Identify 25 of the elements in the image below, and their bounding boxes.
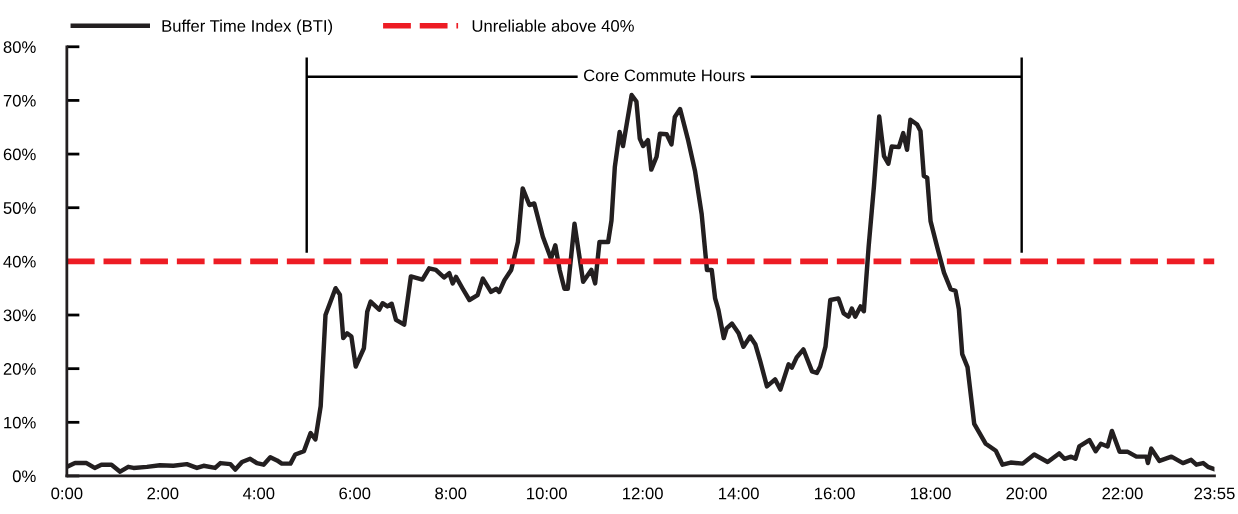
x-tick-label: 12:00 — [623, 487, 663, 500]
y-tick-label: 0% — [12, 470, 36, 483]
y-tick-label: 80% — [3, 41, 36, 53]
y-tick-label: 60% — [3, 148, 36, 161]
x-tick-label: 20:00 — [1006, 487, 1047, 500]
y-tick-label: 50% — [3, 202, 36, 214]
legend-label: Unreliable above 40% — [472, 19, 634, 32]
y-tick-label: 30% — [3, 309, 36, 322]
x-tick-label: 23:55 — [1194, 487, 1235, 500]
annotation: Core Commute Hours — [584, 69, 745, 82]
x-tick-label: 0:00 — [51, 487, 83, 500]
x-tick-label: 6:00 — [339, 487, 371, 500]
x-tick-label: 22:00 — [1102, 487, 1143, 500]
x-tick-label: 4:00 — [242, 487, 275, 500]
legend-label: Buffer Time Index (BTI) — [162, 19, 333, 36]
x-tick-label: 14:00 — [719, 487, 759, 500]
x-tick-label: 2:00 — [147, 487, 179, 500]
x-tick-label: 16:00 — [815, 487, 855, 500]
x-tick-label: 18:00 — [910, 487, 951, 500]
y-tick-label: 20% — [3, 363, 36, 375]
y-tick-label: 70% — [3, 94, 36, 107]
y-tick-label: 10% — [4, 416, 36, 429]
y-tick-label: 40% — [3, 255, 36, 268]
x-tick-label: 8:00 — [435, 487, 467, 500]
x-tick-label: 10:00 — [527, 487, 567, 500]
